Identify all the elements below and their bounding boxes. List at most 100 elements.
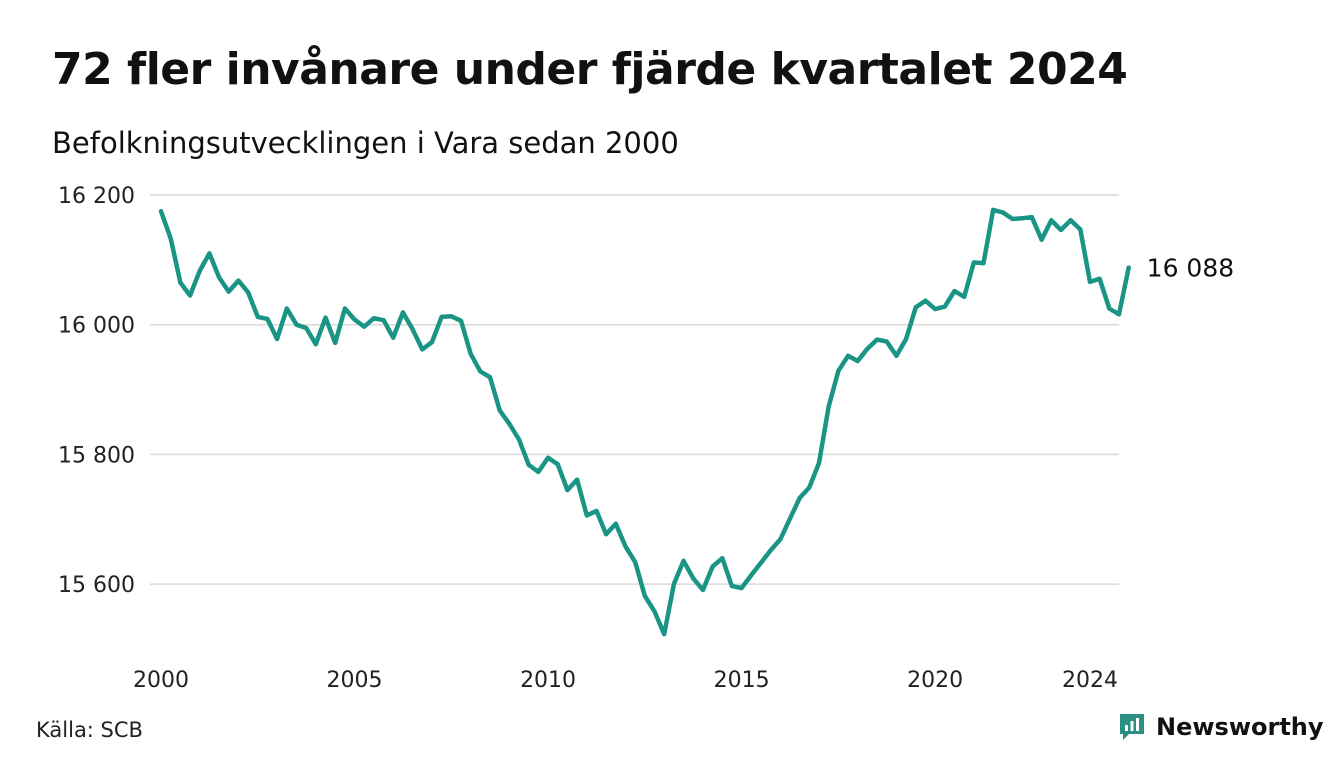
data-point <box>217 275 222 280</box>
data-point <box>594 508 599 513</box>
data-point <box>1078 227 1083 232</box>
data-point <box>681 558 686 563</box>
data-point <box>439 314 444 319</box>
y-tick-label: 16 000 <box>58 314 135 339</box>
data-point <box>904 337 909 341</box>
data-point <box>962 294 967 299</box>
data-point <box>517 437 521 442</box>
data-point <box>1068 218 1073 223</box>
data-point <box>826 404 831 409</box>
data-point <box>420 347 425 352</box>
data-point <box>1088 279 1092 284</box>
x-tick-label: 2005 <box>327 668 383 693</box>
data-point <box>855 359 860 363</box>
data-point <box>749 573 754 578</box>
data-point <box>1049 218 1054 223</box>
data-point <box>1107 306 1112 311</box>
data-point <box>323 315 328 320</box>
data-point <box>759 560 763 565</box>
newsworthy-logo-icon <box>1120 714 1144 740</box>
data-point <box>536 469 541 474</box>
data-point <box>1117 312 1121 317</box>
data-point <box>236 278 241 283</box>
data-point <box>652 609 657 614</box>
data-point <box>1000 210 1005 215</box>
data-point <box>817 460 821 465</box>
data-point <box>981 261 986 266</box>
end-value-label: 16 088 <box>1147 254 1234 283</box>
data-point <box>1020 216 1025 221</box>
data-point <box>729 584 734 589</box>
data-point <box>797 495 802 500</box>
data-point <box>923 298 928 303</box>
data-point <box>836 368 841 373</box>
data-point <box>788 516 792 521</box>
data-point <box>333 340 338 345</box>
data-point <box>546 455 551 460</box>
data-point <box>294 322 299 327</box>
data-point <box>391 335 396 340</box>
data-point <box>197 268 202 273</box>
data-point <box>410 327 415 332</box>
data-point <box>255 314 260 319</box>
y-tick-label: 15 800 <box>58 443 135 468</box>
data-point <box>807 485 812 490</box>
data-point <box>739 586 744 590</box>
data-point <box>400 310 405 315</box>
x-tick-label: 2015 <box>714 668 770 693</box>
data-point <box>313 342 318 347</box>
data-point <box>265 316 270 321</box>
data-point <box>942 304 947 309</box>
chart-subtitle: Befolkningsutvecklingen i Vara sedan 200… <box>52 126 679 160</box>
series-line-population <box>158 207 1131 637</box>
data-point <box>865 346 870 351</box>
data-point <box>555 462 560 467</box>
data-point <box>584 513 589 518</box>
data-point <box>875 337 880 342</box>
data-point <box>1010 217 1015 221</box>
data-point <box>371 316 376 321</box>
data-point <box>352 317 357 322</box>
data-point <box>507 421 512 426</box>
data-point <box>613 521 618 526</box>
data-point <box>449 314 454 319</box>
brand-name: Newsworthy <box>1156 713 1324 741</box>
data-point <box>710 564 715 569</box>
y-tick-label: 15 600 <box>58 573 135 598</box>
data-point <box>1097 276 1102 281</box>
chart-title: 72 fler invånare under fjärde kvartalet … <box>52 44 1128 95</box>
data-point <box>342 306 347 311</box>
brand-logo: Newsworthy <box>1118 712 1324 742</box>
y-axis-ticks: 15 600 15 800 16 000 16 200 <box>58 184 135 598</box>
data-point <box>933 307 938 312</box>
data-point <box>478 369 483 374</box>
data-point <box>565 488 570 493</box>
data-point <box>188 293 192 298</box>
data-point <box>846 353 851 358</box>
x-tick-label: 2020 <box>907 668 963 693</box>
data-point <box>991 207 996 212</box>
data-point <box>362 324 367 329</box>
data-points <box>159 207 1131 637</box>
data-point <box>159 209 163 214</box>
data-point <box>971 260 976 265</box>
data-point <box>497 408 502 413</box>
data-point <box>526 462 531 467</box>
data-point <box>691 576 696 581</box>
y-tick-label: 16 200 <box>58 184 135 209</box>
data-point <box>671 582 676 587</box>
data-point <box>1126 265 1131 270</box>
x-tick-label: 2000 <box>133 668 189 693</box>
data-point <box>575 477 580 482</box>
data-point <box>884 339 889 344</box>
x-axis-ticks: 2000 2005 2010 2015 2020 2024 <box>133 668 1118 693</box>
data-point <box>913 305 918 310</box>
data-point <box>1039 237 1044 242</box>
data-point <box>623 544 628 549</box>
data-point <box>488 375 492 380</box>
data-point <box>275 337 280 341</box>
data-point <box>894 353 899 358</box>
data-point <box>604 532 609 537</box>
gridlines <box>150 194 1119 585</box>
